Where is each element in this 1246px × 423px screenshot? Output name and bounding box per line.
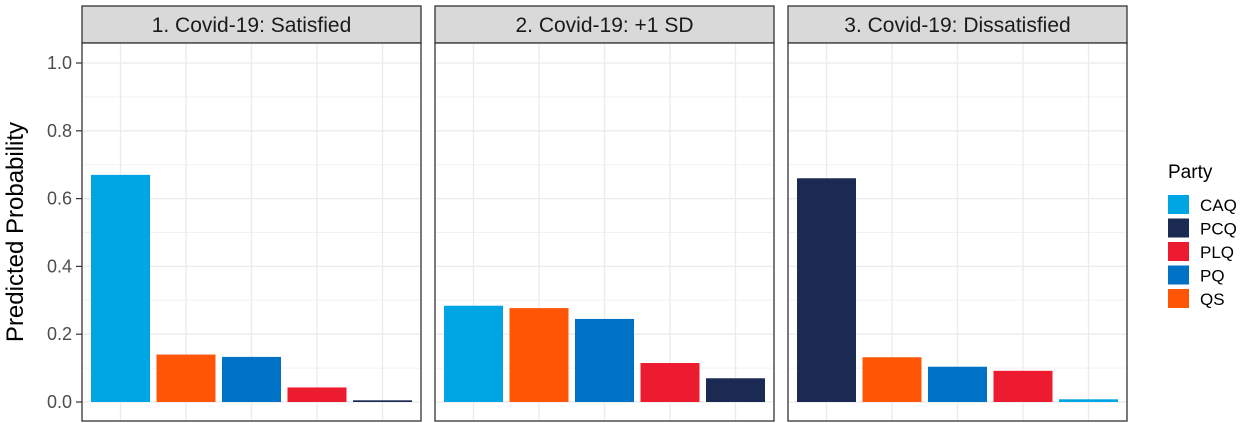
legend-label: PQ [1200, 267, 1225, 286]
legend-key-pcq [1168, 218, 1189, 238]
bar-qs [156, 354, 216, 402]
y-tick-label: 0.0 [47, 392, 72, 412]
bar-pcq [706, 378, 765, 402]
y-tick-label: 0.2 [47, 324, 72, 344]
legend-key-qs [1168, 289, 1189, 308]
bar-pcq [797, 178, 856, 402]
bar-pcq [353, 400, 412, 402]
y-tick-label: 0.6 [47, 189, 72, 209]
legend-key-pq [1168, 265, 1189, 285]
bar-plq [640, 363, 700, 402]
legend-title: Party [1168, 162, 1213, 183]
y-tick-label: 0.4 [47, 256, 72, 276]
legend-label: CAQ [1200, 196, 1237, 215]
bar-plq [287, 387, 347, 402]
panel-border [787, 42, 1128, 422]
legend-key-plq [1168, 242, 1189, 261]
y-tick-label: 0.8 [47, 121, 72, 141]
panel-border [434, 42, 775, 422]
y-axis-title: Predicted Probability [2, 122, 29, 342]
bar-plq [993, 370, 1053, 402]
facet-panel: 2. Covid-19: +1 SD [434, 5, 775, 422]
facet-panels: 1. Covid-19: Satisfied 2. Covid-19: +1 SD… [81, 5, 1128, 422]
facet-title: 1. Covid-19: Satisfied [152, 14, 352, 37]
bar-pq [928, 366, 987, 402]
facet-strip [434, 5, 775, 44]
bar-caq [444, 305, 503, 402]
legend-label: PCQ [1200, 220, 1237, 239]
panel-border [81, 42, 422, 422]
facet-title: 2. Covid-19: +1 SD [515, 14, 693, 37]
bar-qs [862, 357, 922, 402]
legend-label: PLQ [1200, 243, 1234, 262]
facet-panel: 3. Covid-19: Dissatisfied [787, 5, 1128, 422]
bar-pq [222, 356, 281, 402]
y-axis: 0.0 0.2 0.4 0.6 0.8 1.0 [47, 53, 82, 412]
facet-panel: 1. Covid-19: Satisfied [81, 5, 422, 422]
y-tick-label: 1.0 [47, 53, 72, 73]
legend-key-caq [1168, 195, 1189, 214]
bar-caq [1059, 399, 1118, 402]
facet-strip [787, 5, 1128, 44]
legend-label: QS [1200, 290, 1225, 309]
bar-caq [91, 174, 150, 402]
bar-qs [509, 308, 569, 402]
bar-pq [575, 318, 634, 402]
legend: Party CAQ PCQ PLQ PQ QS [1168, 162, 1237, 309]
facet-title: 3. Covid-19: Dissatisfied [844, 14, 1070, 37]
